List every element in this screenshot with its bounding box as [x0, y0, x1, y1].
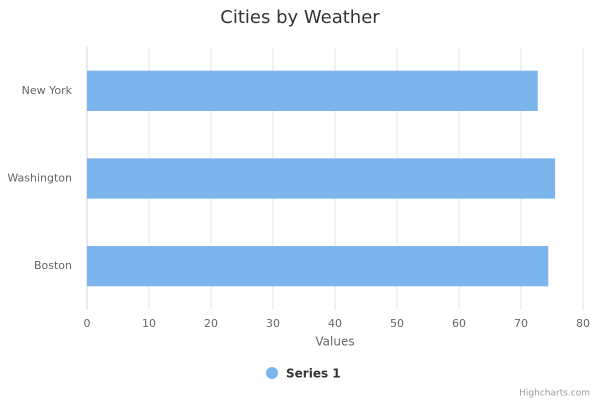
x-tick-label: 10 — [142, 317, 156, 330]
bar — [87, 158, 556, 199]
y-tick-label: New York — [22, 84, 73, 97]
x-tick-label: 60 — [452, 317, 466, 330]
x-tick-label: 40 — [328, 317, 342, 330]
x-tick-label: 30 — [266, 317, 280, 330]
bar — [87, 70, 538, 111]
credits: Highcharts.com — [519, 389, 590, 399]
bar — [87, 246, 549, 287]
legend-label: Series 1 — [286, 367, 341, 381]
y-tick-label: Boston — [34, 259, 72, 272]
x-tick-label: 80 — [576, 317, 590, 330]
legend-marker — [266, 367, 278, 379]
x-axis-title: Values — [315, 335, 354, 349]
y-tick-label: Washington — [7, 172, 72, 185]
x-tick-label: 20 — [204, 317, 218, 330]
chart-title: Cities by Weather — [220, 7, 380, 28]
x-tick-label: 0 — [84, 317, 91, 330]
x-tick-label: 70 — [514, 317, 528, 330]
x-tick-label: 50 — [390, 317, 404, 330]
